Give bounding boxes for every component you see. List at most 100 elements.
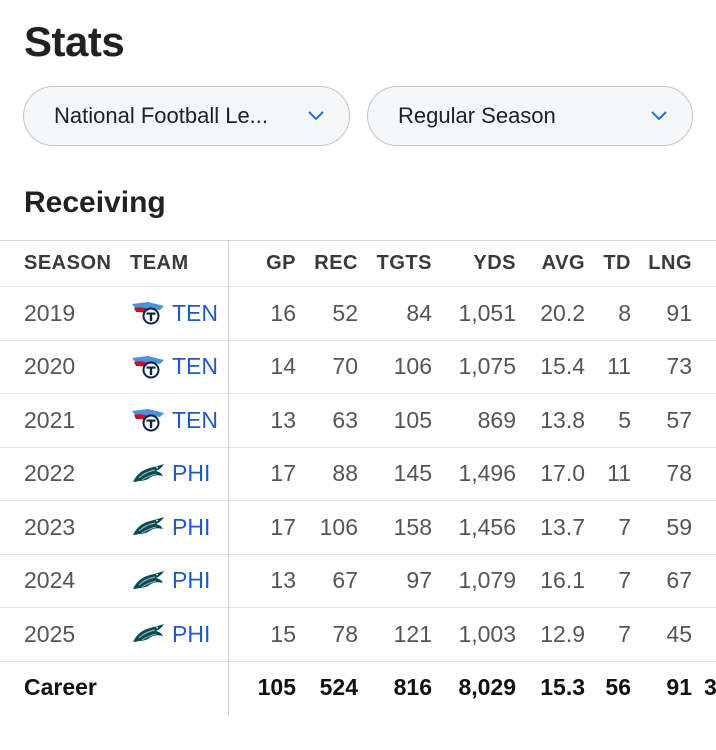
col-header-tgts[interactable]: TGTS: [376, 252, 432, 274]
stat-lng: 57: [666, 406, 692, 433]
career-tgts: 816: [393, 674, 432, 701]
titans-logo-icon: [132, 409, 164, 432]
stat-yds: 1,075: [458, 353, 516, 380]
stat-lng: 73: [666, 353, 692, 380]
stat-lng: 45: [666, 620, 692, 647]
eagles-logo-icon: [133, 517, 164, 536]
page-title: Stats: [24, 18, 125, 65]
eagles-logo-icon: [133, 463, 164, 482]
team-abbr[interactable]: PHI: [172, 513, 211, 540]
stat-rec: 67: [332, 567, 358, 594]
table-header-row: SEASON TEAM GP REC TGTS YDS AVG TD LNG: [0, 240, 716, 286]
team-link[interactable]: PHI: [130, 501, 228, 554]
stat-lng: 59: [666, 513, 692, 540]
stat-lng: 91: [666, 299, 692, 326]
career-rec: 524: [319, 674, 358, 701]
team-abbr[interactable]: PHI: [172, 620, 211, 647]
col-header-td[interactable]: TD: [603, 252, 631, 274]
stat-td: 11: [607, 353, 631, 380]
season-cell: 2024: [24, 567, 76, 594]
career-label: Career: [24, 674, 97, 701]
eagles-logo-icon: [133, 570, 164, 589]
stat-tgts: 145: [393, 460, 432, 487]
stat-td: 11: [607, 460, 631, 487]
table-row: 2022 PHI 17 88 145 1,496 17.0 11 78: [0, 446, 716, 501]
eagles-logo-icon: [133, 624, 164, 643]
stat-avg: 20.2: [540, 299, 585, 326]
career-td: 56: [605, 674, 631, 701]
stat-yds: 869: [477, 406, 516, 433]
table-row: 2020 TEN 14 70 106 1,075 15.4 11 73: [0, 339, 716, 394]
stat-avg: 17.0: [540, 460, 585, 487]
stat-td: 7: [618, 513, 631, 540]
season-cell: 2022: [24, 460, 76, 487]
stat-rec: 70: [332, 353, 358, 380]
section-title-receiving: Receiving: [24, 186, 166, 219]
league-select-value: National Football Le...: [54, 103, 269, 128]
stat-yds: 1,051: [458, 299, 516, 326]
stat-tgts: 105: [393, 406, 432, 433]
stat-rec: 88: [332, 460, 358, 487]
season-cell: 2020: [24, 353, 76, 380]
col-header-rec[interactable]: REC: [314, 252, 358, 274]
col-header-yds[interactable]: YDS: [473, 252, 516, 274]
col-header-season[interactable]: SEASON: [24, 252, 112, 274]
team-link[interactable]: PHI: [130, 555, 228, 608]
stat-gp: 17: [270, 460, 296, 487]
career-yds: 8,029: [458, 674, 516, 701]
stat-lng: 67: [666, 567, 692, 594]
stat-yds: 1,003: [458, 620, 516, 647]
col-header-lng[interactable]: LNG: [648, 252, 692, 274]
season-type-select-value: Regular Season: [398, 103, 556, 128]
team-abbr[interactable]: TEN: [172, 353, 218, 380]
receiving-stats-table[interactable]: SEASON TEAM GP REC TGTS YDS AVG TD LNG 2…: [0, 240, 716, 715]
stat-gp: 15: [270, 620, 296, 647]
team-link[interactable]: TEN: [130, 394, 228, 447]
stat-avg: 16.1: [540, 567, 585, 594]
team-abbr[interactable]: TEN: [172, 406, 218, 433]
team-link[interactable]: TEN: [130, 341, 228, 394]
col-header-gp[interactable]: GP: [266, 252, 296, 274]
team-link[interactable]: PHI: [130, 608, 228, 661]
stat-rec: 106: [319, 513, 358, 540]
stat-gp: 13: [270, 567, 296, 594]
stat-tgts: 106: [393, 353, 432, 380]
col-header-avg[interactable]: AVG: [541, 252, 585, 274]
stat-tgts: 97: [406, 567, 432, 594]
team-abbr[interactable]: PHI: [172, 460, 211, 487]
stat-gp: 14: [270, 353, 296, 380]
stat-avg: 15.4: [540, 353, 585, 380]
titans-logo-icon: [132, 302, 164, 325]
chevron-down-icon: [651, 111, 667, 121]
team-abbr[interactable]: TEN: [172, 299, 218, 326]
stat-td: 5: [618, 406, 631, 433]
stat-td: 7: [618, 620, 631, 647]
stat-rec: 78: [332, 620, 358, 647]
table-row: 2025 PHI 15 78 121 1,003 12.9 7 45: [0, 607, 716, 661]
career-gp: 105: [257, 674, 296, 701]
career-overflow-value: 3: [704, 674, 716, 701]
team-link[interactable]: TEN: [130, 287, 228, 340]
stat-gp: 17: [270, 513, 296, 540]
stat-avg: 13.8: [540, 406, 585, 433]
stat-td: 8: [618, 299, 631, 326]
season-cell: 2021: [24, 406, 76, 433]
chevron-down-icon: [308, 111, 324, 121]
frozen-column-divider: [228, 240, 229, 715]
stat-tgts: 158: [393, 513, 432, 540]
stat-gp: 13: [270, 406, 296, 433]
stat-tgts: 121: [393, 620, 432, 647]
team-abbr[interactable]: PHI: [172, 567, 211, 594]
stat-rec: 52: [332, 299, 358, 326]
stat-tgts: 84: [406, 299, 432, 326]
table-row: 2023 PHI 17 106 158 1,456 13.7 7 59: [0, 500, 716, 554]
stat-yds: 1,456: [458, 513, 516, 540]
season-cell: 2025: [24, 620, 76, 647]
stat-yds: 1,079: [458, 567, 516, 594]
league-select[interactable]: National Football Le...: [23, 86, 350, 146]
col-header-team[interactable]: TEAM: [130, 252, 189, 274]
team-link[interactable]: PHI: [130, 448, 228, 501]
season-type-select[interactable]: Regular Season: [367, 86, 693, 146]
stat-gp: 16: [270, 299, 296, 326]
stat-yds: 1,496: [458, 460, 516, 487]
